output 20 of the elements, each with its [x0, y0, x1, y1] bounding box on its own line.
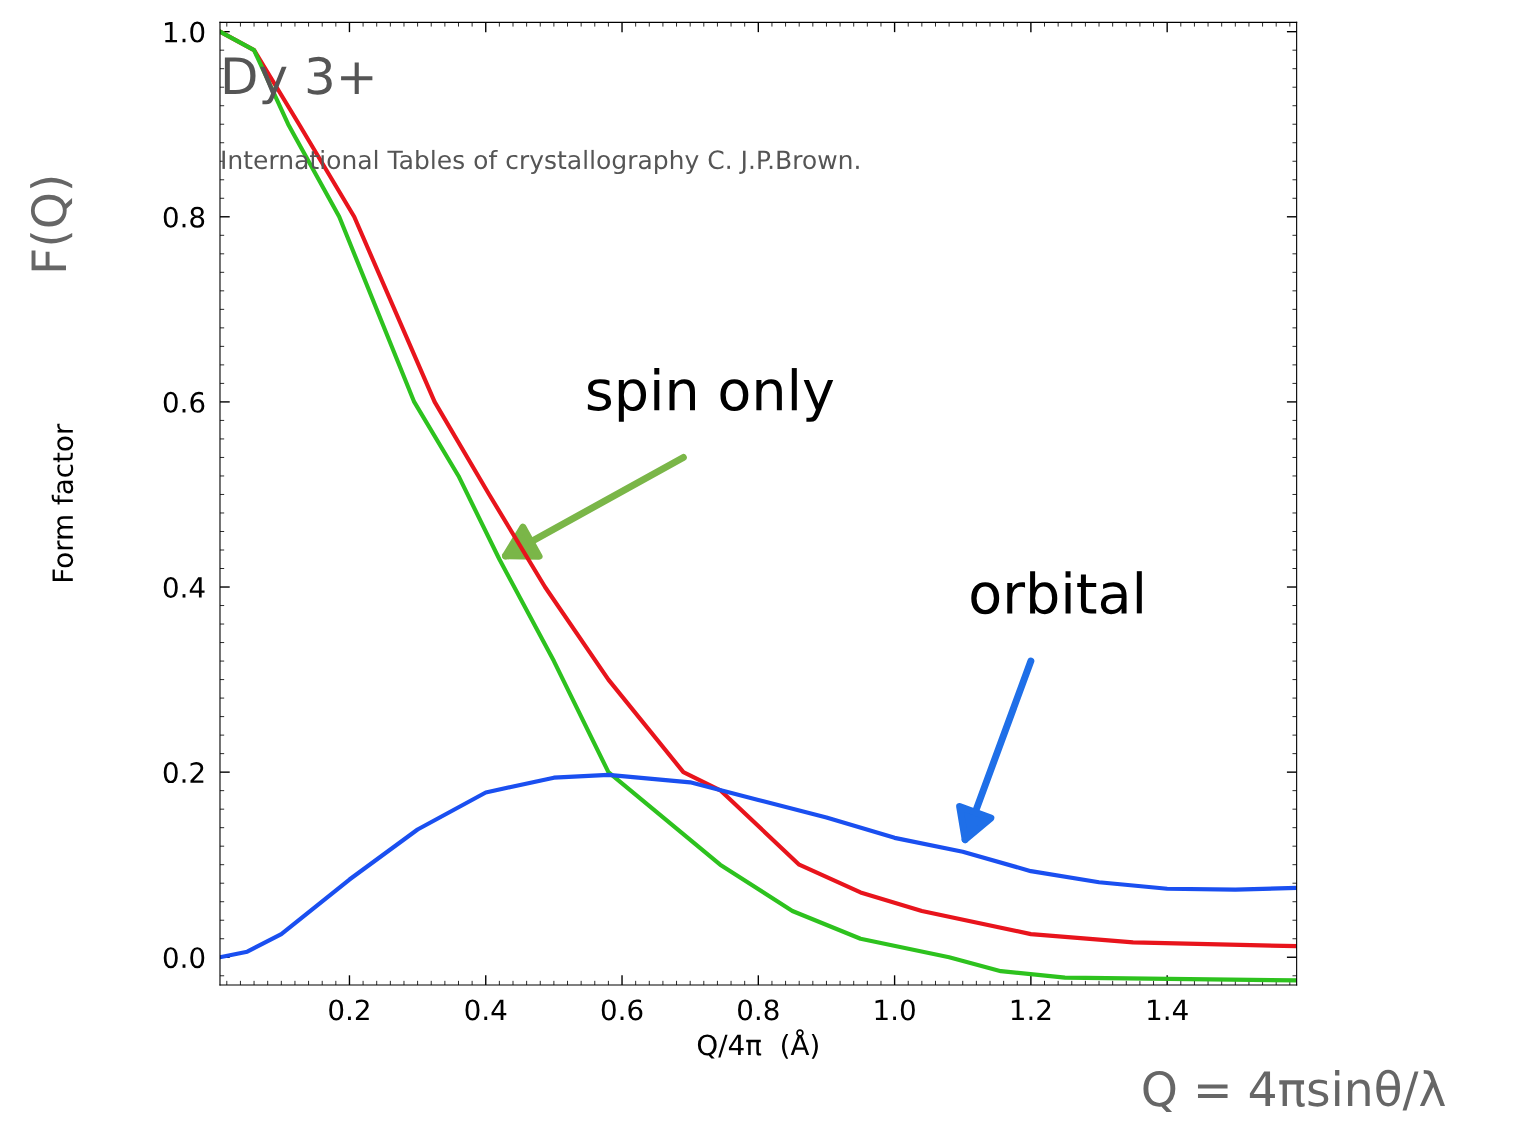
y-tick-label: 0.8: [163, 206, 205, 228]
annotation: orbital: [971, 571, 1142, 615]
annotation: spin only: [587, 368, 834, 422]
y-tick-label: 0.4: [163, 576, 205, 598]
x-tick-label: 1.4: [1148, 999, 1188, 1021]
y-tick-label: 0.0: [163, 947, 205, 969]
text: Q = 4πsinθ/λ: [1143, 1069, 1446, 1113]
y-tick-label: 1.0: [164, 21, 205, 43]
x-tick-label: 1.0: [875, 999, 915, 1021]
x-tick-label: 0.2: [329, 999, 369, 1021]
x-axis-title: Q/4π (Å): [697, 1029, 818, 1059]
line-series: [219, 772, 1297, 960]
y-axis-title: Form factor: [51, 423, 74, 582]
y-tick-label: 0.2: [163, 762, 204, 784]
x-tick-label: 0.8: [738, 999, 779, 1021]
text: F(Q): [30, 177, 73, 271]
y-tick-label: 0.6: [163, 391, 205, 413]
x-tick-label: 0.6: [601, 999, 643, 1021]
x-tick-label: 1.2: [1011, 999, 1051, 1021]
x-tick-label: 0.4: [465, 999, 507, 1021]
